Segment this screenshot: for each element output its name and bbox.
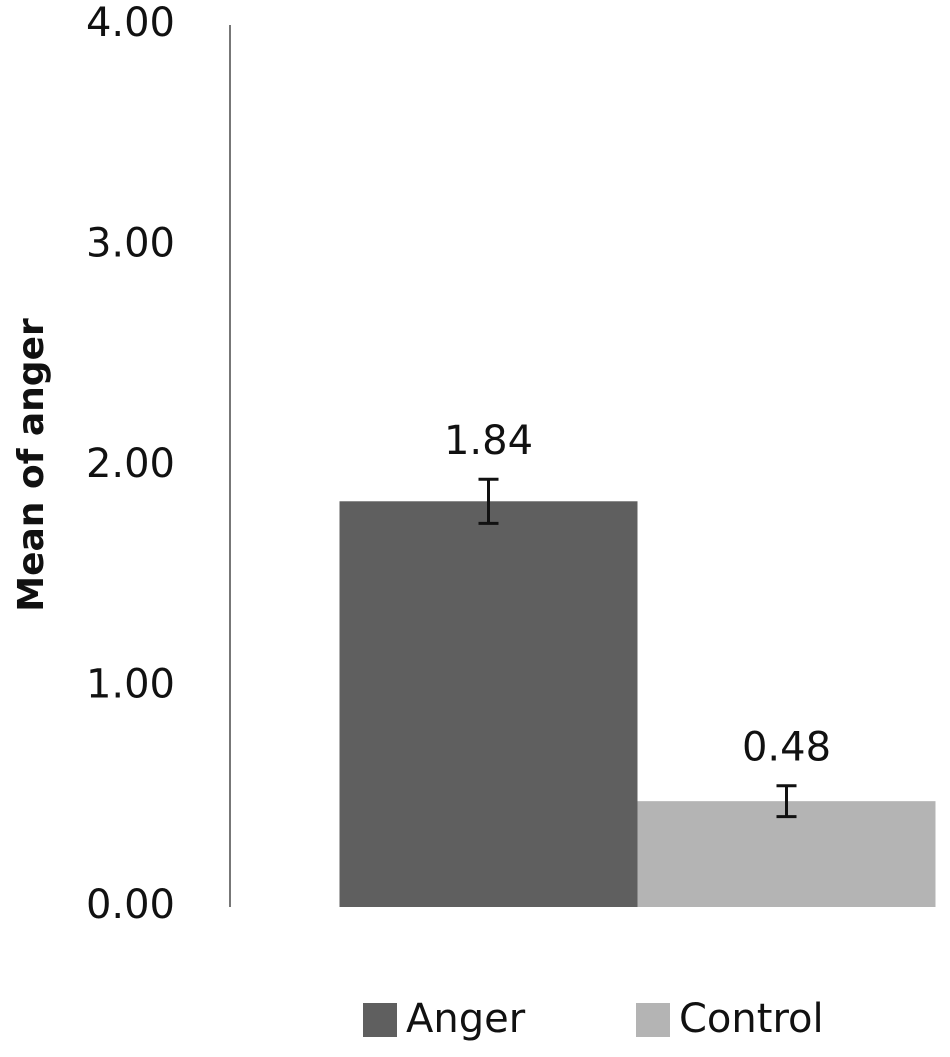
data-label: 1.84: [444, 418, 533, 464]
error-bar: [776, 784, 797, 819]
bar: [339, 501, 638, 907]
y-tick-label: 4.00: [86, 0, 175, 46]
y-tick-label: 0.00: [86, 882, 175, 928]
legend-label: Anger: [406, 996, 526, 1042]
legend-label: Control: [679, 996, 824, 1042]
y-axis-label: Mean of anger: [11, 318, 52, 612]
error-bar: [478, 477, 499, 525]
legend-swatch: [363, 1003, 397, 1037]
data-label: 0.48: [742, 725, 831, 771]
legend-swatch: [636, 1003, 670, 1037]
y-tick-label: 2.00: [86, 441, 175, 487]
bar: [637, 801, 936, 907]
y-tick-label: 1.00: [86, 662, 175, 708]
y-tick-label: 3.00: [86, 221, 175, 267]
